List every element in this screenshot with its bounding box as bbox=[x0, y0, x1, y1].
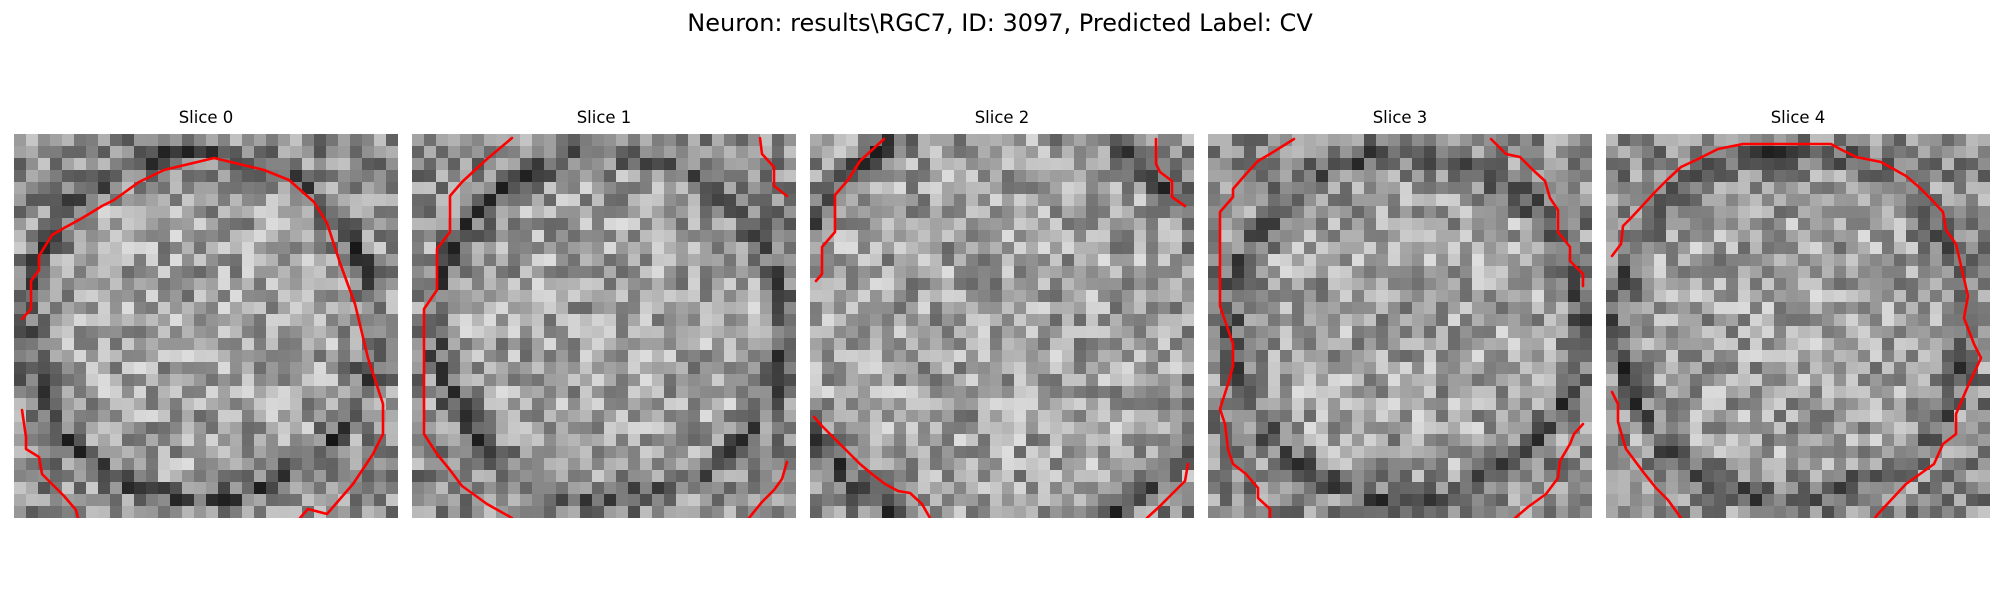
slice-image bbox=[14, 134, 398, 518]
slice-title: Slice 4 bbox=[1770, 108, 1826, 127]
red-contour bbox=[812, 137, 1190, 518]
slice-panel-3: Slice 3 bbox=[1208, 106, 1592, 518]
slice-panel-0: Slice 0 bbox=[14, 106, 398, 518]
grayscale-pixel-grid bbox=[412, 134, 796, 518]
red-contour bbox=[1218, 137, 1585, 518]
slice-image-svg bbox=[14, 134, 398, 518]
slice-panel-2: Slice 2 bbox=[810, 106, 1194, 518]
slice-image-svg bbox=[810, 134, 1194, 518]
grayscale-pixel-grid bbox=[810, 134, 1194, 518]
slice-title: Slice 0 bbox=[178, 108, 234, 127]
red-contour bbox=[422, 136, 789, 518]
slice-image bbox=[810, 134, 1194, 518]
red-contour bbox=[1610, 142, 1983, 518]
red-contour bbox=[20, 156, 385, 518]
slice-title: Slice 1 bbox=[576, 108, 632, 127]
slice-panel-1: Slice 1 bbox=[412, 106, 796, 518]
slice-image-svg bbox=[1208, 134, 1592, 518]
slice-panel-4: Slice 4 bbox=[1606, 106, 1990, 518]
grayscale-pixel-grid bbox=[14, 134, 398, 518]
slice-image bbox=[412, 134, 796, 518]
slice-image-svg bbox=[412, 134, 796, 518]
slice-title: Slice 3 bbox=[1372, 108, 1428, 127]
grayscale-pixel-grid bbox=[1208, 134, 1592, 518]
slice-image bbox=[1606, 134, 1990, 518]
slice-title: Slice 2 bbox=[974, 108, 1030, 127]
slice-image-svg bbox=[1606, 134, 1990, 518]
figure-title: Neuron: results\RGC7, ID: 3097, Predicte… bbox=[687, 9, 1313, 37]
slice-image bbox=[1208, 134, 1592, 518]
grayscale-pixel-grid bbox=[1606, 134, 1990, 518]
